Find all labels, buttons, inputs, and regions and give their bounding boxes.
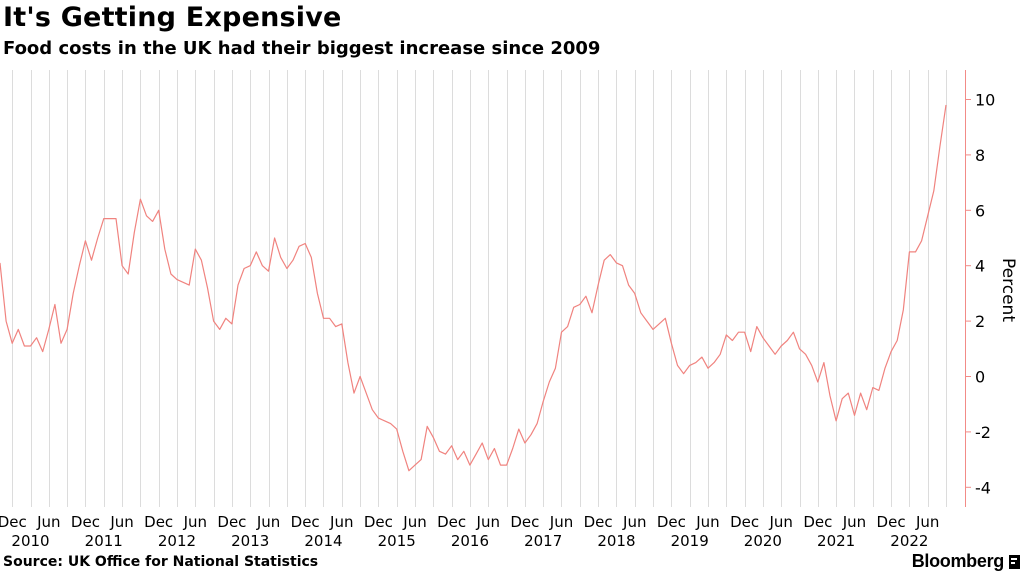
x-year-label: 2016 [451,532,489,550]
x-tick-label: Jun [842,513,866,531]
x-tick-label: Jun [549,513,573,531]
x-tick-label: Jun [402,513,426,531]
x-year-label: 2013 [231,532,269,550]
x-tick-label: Dec [510,513,539,531]
x-tick-label: Dec [71,513,100,531]
x-tick-label: Dec [437,513,466,531]
x-year-label: 2021 [817,532,855,550]
x-tick-label: Dec [803,513,832,531]
x-year-label: 2017 [524,532,562,550]
chart-subtitle: Food costs in the UK had their biggest i… [3,38,601,59]
x-year-label: 2011 [85,532,123,550]
x-year-label: 2015 [378,532,416,550]
x-tick-label: Jun [476,513,500,531]
gridlines [12,70,947,507]
x-tick-label: Jun [256,513,280,531]
y-tick-label: 8 [975,146,985,165]
y-tick-label: 0 [975,368,985,387]
x-tick-label: Dec [584,513,613,531]
y-tick-label: -4 [975,478,991,497]
y-axis: Percent -4 -2 0 2 4 6 8 10 [965,70,1018,507]
x-tick-label: Dec [291,513,320,531]
x-tick-label: Jun [915,513,939,531]
y-tick-label: 10 [975,91,995,110]
x-tick-label: Jun [768,513,792,531]
x-tick-label: Jun [329,513,353,531]
x-tick-label: Dec [657,513,686,531]
x-tick-label: Dec [217,513,246,531]
y-tick-label: 6 [975,201,985,220]
x-tick-label: Dec [877,513,906,531]
x-tick-label: Dec [730,513,759,531]
x-year-label: 2012 [158,532,196,550]
x-year-label: 2010 [11,532,49,550]
x-year-label: 2019 [671,532,709,550]
x-year-label: 2020 [744,532,782,550]
series [0,104,947,472]
x-tick-label: Dec [364,513,393,531]
bloomberg-terminal-icon [1009,555,1020,569]
brand-logo: Bloomberg [911,551,1005,571]
x-year-label: 2022 [890,532,928,550]
y-tick-label: 2 [975,312,985,331]
x-tick-label: Jun [183,513,207,531]
y-axis-label: Percent [998,258,1018,322]
x-axis-labels: Dec Jun Dec Jun Dec Jun Dec Jun Dec Jun Dec Jun Dec J… [0,513,939,550]
x-tick-label: Jun [109,513,133,531]
x-tick-label: Jun [36,513,60,531]
x-year-label: 2014 [304,532,342,550]
x-tick-label: Dec [144,513,173,531]
series-line-food-inflation [0,104,947,472]
x-tick-label: Dec [0,513,27,531]
chart-title: It's Getting Expensive [3,2,342,33]
x-year-label: 2018 [597,532,635,550]
y-tick-label: -2 [975,423,991,442]
y-tick-label: 4 [975,257,985,276]
source-note: Source: UK Office for National Statistic… [3,554,319,570]
x-tick-label: Jun [622,513,646,531]
x-tick-label: Jun [695,513,719,531]
